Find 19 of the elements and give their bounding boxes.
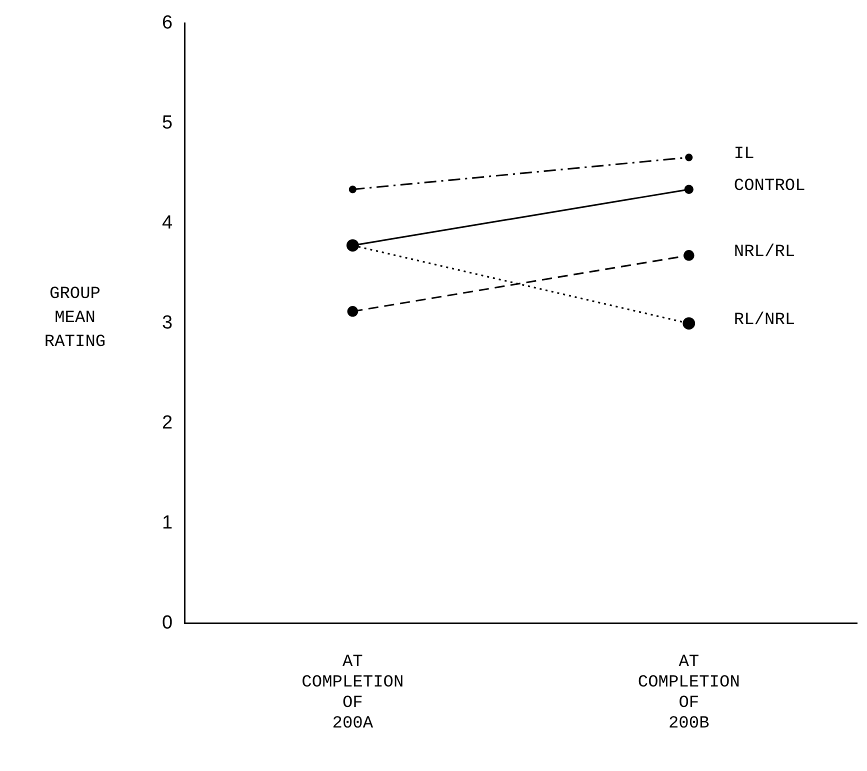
text: CONTROL xyxy=(734,176,806,196)
point xyxy=(347,306,358,317)
y-tick-label: 2 xyxy=(162,412,173,434)
y-tick-label: 3 xyxy=(162,312,173,334)
x-tick-label: AT COMPLETION OF 200A xyxy=(302,653,404,734)
x-tick-label: AT COMPLETION OF 200B xyxy=(638,653,740,734)
y-tick-label: 5 xyxy=(162,112,173,134)
y-tick-label: 1 xyxy=(162,512,173,534)
text: IL xyxy=(734,144,754,164)
text: RL/NRL xyxy=(734,310,796,330)
point xyxy=(683,250,694,261)
y-axis-title: GROUP MEAN RATING xyxy=(44,284,106,352)
point xyxy=(682,317,696,330)
point xyxy=(348,186,356,194)
y-tick-label: 4 xyxy=(162,212,173,234)
point xyxy=(685,154,693,162)
text: NRL/RL xyxy=(734,242,796,262)
y-tick-label: 0 xyxy=(162,612,173,634)
y-tick-label: 6 xyxy=(162,12,173,34)
